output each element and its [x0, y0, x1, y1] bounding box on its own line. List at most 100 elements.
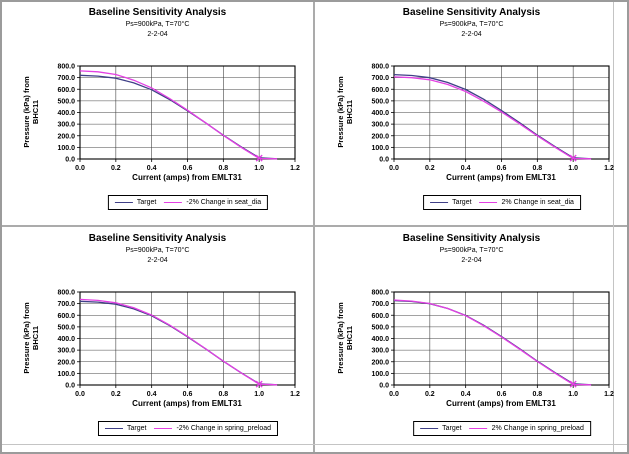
x-tick-label: 0.2 — [425, 391, 435, 398]
chart-panel-top-right: Baseline Sensitivity Analysis Ps=900kPa,… — [316, 2, 627, 225]
y-axis-title-line1: Pressure (kPa) from — [336, 76, 345, 148]
chart-title: Baseline Sensitivity Analysis — [88, 233, 227, 244]
x-tick-label: 1.2 — [604, 391, 614, 398]
y-tick-label: 100.0 — [371, 145, 389, 152]
legend-swatch — [164, 202, 183, 203]
y-tick-label: 500.0 — [57, 324, 75, 331]
y-tick-label: 200.0 — [57, 133, 75, 140]
x-axis-title: Current (amps) from EMLT31 — [132, 173, 242, 182]
legend-label: -2% Change in seat_dia — [186, 199, 262, 206]
y-tick-label: 400.0 — [57, 336, 75, 343]
chart-panel-top-left: Baseline Sensitivity Analysis Ps=900kPa,… — [2, 2, 313, 225]
x-tick-label: 0.6 — [183, 165, 193, 172]
x-axis-title: Current (amps) from EMLT31 — [446, 173, 556, 182]
y-tick-label: 600.0 — [371, 87, 389, 94]
chart-date: 2-2-04 — [461, 257, 482, 264]
legend-item: -2% Change in spring_preload — [154, 425, 271, 432]
plot: Pressure (kPa) from BHC11 0.0 0.2 0.4 0.6 0.… — [336, 64, 614, 183]
chart-date: 2-2-04 — [147, 31, 168, 38]
y-tick-label: 600.0 — [57, 87, 75, 94]
legend: Target 2% Change in seat_dia — [423, 195, 581, 210]
x-tick-label: 1.0 — [254, 165, 264, 172]
legend-label: -2% Change in spring_preload — [176, 425, 272, 432]
legend-item: Target — [430, 199, 472, 206]
x-tick-label: 0.2 — [425, 165, 435, 172]
legend-swatch — [479, 202, 498, 203]
chart-panel-bottom-right: Baseline Sensitivity Analysis Ps=900kPa,… — [316, 228, 627, 451]
chart-subtitle: Ps=900kPa, T=70°C — [125, 21, 190, 28]
y-tick-label: 800.0 — [371, 290, 389, 297]
x-axis-title: Current (amps) from EMLT31 — [446, 399, 556, 408]
y-tick-label: 300.0 — [371, 348, 389, 355]
series-line-variant — [79, 298, 278, 386]
chart-date: 2-2-04 — [461, 31, 482, 38]
x-tick-label: 0.8 — [218, 165, 228, 172]
x-axis-title: Current (amps) from EMLT31 — [132, 399, 242, 408]
legend-item: Target — [114, 199, 157, 206]
y-tick-label: 0.0 — [379, 157, 389, 164]
x-tick-label: 1.0 — [568, 391, 578, 398]
y-tick-label: 800.0 — [57, 64, 75, 71]
y-tick-label: 500.0 — [371, 324, 389, 331]
y-axis-title-line1: Pressure (kPa) from — [22, 76, 31, 148]
x-tick-label: 0.6 — [183, 391, 193, 398]
legend-label: Target — [136, 199, 157, 206]
x-tick-label: 0.2 — [111, 391, 121, 398]
y-tick-label: 800.0 — [57, 290, 75, 297]
plot: Pressure (kPa) from BHC11 0.0 0.2 0.4 0.6 0.… — [22, 290, 300, 409]
y-tick-label: 100.0 — [371, 371, 389, 378]
y-tick-label: 700.0 — [371, 301, 389, 308]
y-tick-label: 700.0 — [57, 301, 75, 308]
endpoint-marker — [569, 380, 577, 388]
y-tick-label: 100.0 — [57, 371, 75, 378]
y-tick-label: 200.0 — [57, 359, 75, 366]
y-tick-label: 600.0 — [57, 313, 75, 320]
x-tick-label: 0.0 — [389, 165, 399, 172]
endpoint-marker — [255, 380, 263, 388]
legend-swatch — [420, 428, 439, 429]
legend-label: 2% Change in spring_preload — [491, 425, 584, 432]
chart-title: Baseline Sensitivity Analysis — [88, 7, 227, 18]
series-line-variant — [393, 299, 592, 386]
grid-divider-vertical — [313, 2, 315, 452]
legend-item: 2% Change in seat_dia — [479, 199, 574, 206]
x-tick-label: 1.0 — [254, 391, 264, 398]
chart-panel-bottom-left: Baseline Sensitivity Analysis Ps=900kPa,… — [2, 228, 313, 451]
y-tick-label: 600.0 — [371, 313, 389, 320]
legend: Target -2% Change in seat_dia — [107, 195, 269, 210]
x-tick-label: 0.4 — [461, 391, 471, 398]
legend-item: -2% Change in seat_dia — [164, 199, 261, 206]
y-tick-label: 100.0 — [57, 145, 75, 152]
legend-swatch — [469, 428, 488, 429]
endpoint-marker — [569, 154, 577, 162]
chart-subtitle: Ps=900kPa, T=70°C — [439, 247, 504, 254]
legend-swatch — [104, 428, 123, 429]
y-tick-label: 300.0 — [57, 348, 75, 355]
chart-subtitle: Ps=900kPa, T=70°C — [125, 247, 190, 254]
y-tick-label: 700.0 — [371, 75, 389, 82]
legend-item: 2% Change in spring_preload — [469, 425, 584, 432]
plot: Pressure (kPa) from BHC11 0.0 0.2 0.4 0.6 0.… — [22, 64, 300, 183]
y-tick-label: 300.0 — [57, 122, 75, 129]
x-tick-label: 0.8 — [532, 165, 542, 172]
legend-label: 2% Change in seat_dia — [501, 199, 574, 206]
chart-title: Baseline Sensitivity Analysis — [402, 7, 541, 18]
x-tick-label: 0.8 — [218, 391, 228, 398]
legend-label: Target — [452, 199, 472, 206]
endpoint-marker — [255, 154, 263, 162]
y-axis-title-line2: BHC11 — [31, 326, 40, 350]
y-tick-label: 800.0 — [371, 64, 389, 71]
y-tick-label: 0.0 — [65, 383, 75, 390]
x-tick-label: 1.2 — [290, 391, 300, 398]
chart-title: Baseline Sensitivity Analysis — [402, 233, 541, 244]
y-tick-label: 500.0 — [371, 98, 389, 105]
plot: Pressure (kPa) from BHC11 0.0 0.2 0.4 0.6 0.… — [336, 290, 614, 409]
y-tick-label: 700.0 — [57, 75, 75, 82]
series-line-variant — [79, 70, 278, 160]
x-tick-label: 1.0 — [568, 165, 578, 172]
legend-label: Target — [126, 425, 147, 432]
x-tick-label: 0.6 — [497, 391, 507, 398]
y-tick-label: 200.0 — [371, 359, 389, 366]
series-line-variant — [393, 76, 592, 160]
